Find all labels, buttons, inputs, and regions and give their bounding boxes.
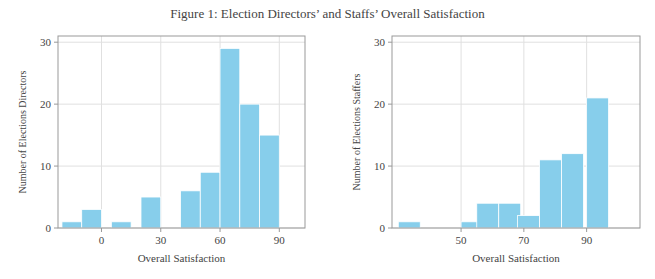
- plot-frame: [58, 36, 305, 228]
- bar: [200, 172, 220, 228]
- tick-y: [388, 228, 392, 229]
- chart-root: Figure 1: Election Directors’ and Staffs…: [0, 0, 655, 279]
- tick-label-y: 20: [374, 98, 386, 110]
- tick-label-x: 50: [456, 234, 468, 246]
- tick-x: [523, 228, 524, 232]
- bar: [220, 48, 240, 228]
- panel: 50 70 90 0 10 20 30 Overall Satisfaction Number …: [351, 36, 640, 264]
- grid-line-y: [58, 42, 305, 43]
- tick-label-y: 20: [40, 98, 52, 110]
- bar: [540, 160, 562, 228]
- y-axis-label: Number of Elections Staffers: [351, 74, 362, 191]
- bar: [82, 209, 102, 228]
- tick-label-x: 60: [215, 234, 227, 246]
- tick-label-x: 30: [155, 234, 167, 246]
- bar: [587, 98, 609, 228]
- tick-x: [220, 228, 221, 232]
- tick-label-y: 10: [40, 160, 52, 172]
- bars: [62, 48, 279, 228]
- tick-label-y: 30: [374, 36, 386, 48]
- tick-x: [101, 228, 102, 232]
- tick-label-x: 90: [274, 234, 286, 246]
- bar: [477, 203, 499, 228]
- tick-y: [388, 104, 392, 105]
- panel: 0 30 60 90 0 10 20 30 Overall Satisfaction Number…: [17, 36, 305, 264]
- tick-label-y: 0: [46, 222, 52, 234]
- tick-y: [54, 104, 58, 105]
- page: {"title": "Figure 1: Election Directors\…: [0, 0, 655, 279]
- x-axis-label: Overall Satisfaction: [138, 252, 226, 264]
- plot-frame: [392, 36, 640, 228]
- bar: [181, 191, 201, 228]
- bar: [518, 216, 540, 228]
- tick-y: [54, 228, 58, 229]
- y-axis-label: Number of Elections Directors: [17, 70, 28, 193]
- bar: [111, 222, 131, 228]
- grid-line-y: [58, 104, 305, 105]
- tick-x: [586, 228, 587, 232]
- tick-x: [160, 228, 161, 232]
- bar: [141, 197, 161, 228]
- bar: [240, 104, 260, 228]
- tick-x: [461, 228, 462, 232]
- tick-y: [54, 166, 58, 167]
- tick-label-y: 30: [40, 36, 52, 48]
- grid-line-x: [101, 36, 102, 228]
- bar: [398, 222, 420, 228]
- grid-line-y: [392, 42, 640, 43]
- tick-x: [279, 228, 280, 232]
- bar: [62, 222, 82, 228]
- grid-line-x: [461, 36, 462, 228]
- tick-y: [388, 166, 392, 167]
- grid-line-x: [523, 36, 524, 228]
- tick-y: [54, 42, 58, 43]
- tick-y: [388, 42, 392, 43]
- bars: [398, 98, 608, 228]
- bar: [562, 154, 584, 228]
- tick-label-x: 70: [518, 234, 530, 246]
- title: Figure 1: Election Directors’ and Staffs…: [170, 6, 485, 21]
- tick-label-x: 0: [99, 234, 105, 246]
- x-axis-label: Overall Satisfaction: [472, 252, 560, 264]
- tick-label-x: 90: [581, 234, 593, 246]
- tick-label-y: 10: [374, 160, 386, 172]
- tick-label-y: 0: [380, 222, 386, 234]
- bar: [260, 135, 280, 228]
